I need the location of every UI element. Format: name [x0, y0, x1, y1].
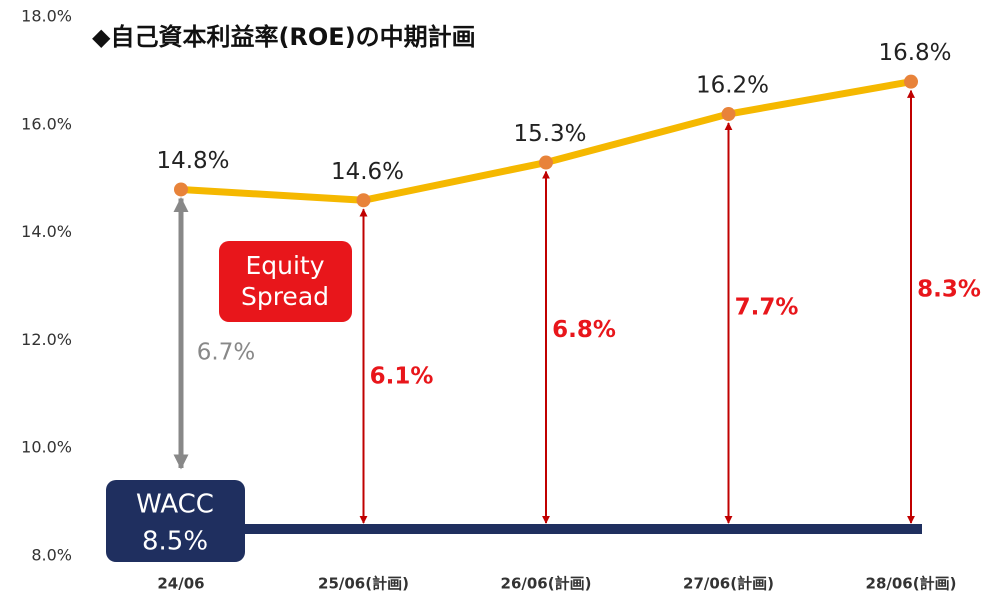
y-tick-label: 8.0%	[31, 546, 72, 565]
spread-label: 6.8%	[552, 317, 616, 343]
spread-label: 6.1%	[370, 364, 434, 390]
y-tick-label: 16.0%	[21, 114, 72, 133]
wacc-box	[106, 480, 245, 562]
y-tick-label: 10.0%	[21, 438, 72, 457]
wacc-value: 8.5%	[142, 527, 208, 557]
y-tick-label: 12.0%	[21, 330, 72, 349]
value-label: 14.8%	[156, 148, 229, 174]
x-tick-label: 25/06(計画)	[318, 575, 409, 593]
x-tick-label: 24/06	[157, 575, 204, 593]
y-tick-label: 18.0%	[21, 7, 72, 26]
spread-label: 7.7%	[735, 295, 799, 321]
roe-point	[904, 74, 918, 89]
value-label: 15.3%	[513, 121, 586, 147]
spread-label: 8.3%	[917, 276, 981, 302]
spread-box-label: Equity	[245, 251, 324, 280]
spread-box	[219, 241, 352, 322]
value-label: 16.2%	[696, 73, 769, 99]
chart-title: ◆自己資本利益率(ROE)の中期計画	[92, 23, 476, 51]
value-label: 14.6%	[331, 159, 404, 185]
x-tick-label: 27/06(計画)	[683, 575, 774, 593]
spread-box-label: Spread	[241, 282, 329, 311]
wacc-label: WACC	[136, 490, 214, 520]
y-tick-label: 14.0%	[21, 222, 72, 241]
roe-point	[356, 193, 371, 208]
roe-point	[539, 155, 553, 170]
roe-point	[174, 182, 188, 197]
roe-point	[721, 107, 736, 122]
x-tick-label: 28/06(計画)	[866, 575, 957, 593]
x-tick-label: 26/06(計画)	[501, 575, 592, 593]
value-label: 16.8%	[878, 40, 951, 66]
spread-label: 6.7%	[197, 340, 255, 366]
